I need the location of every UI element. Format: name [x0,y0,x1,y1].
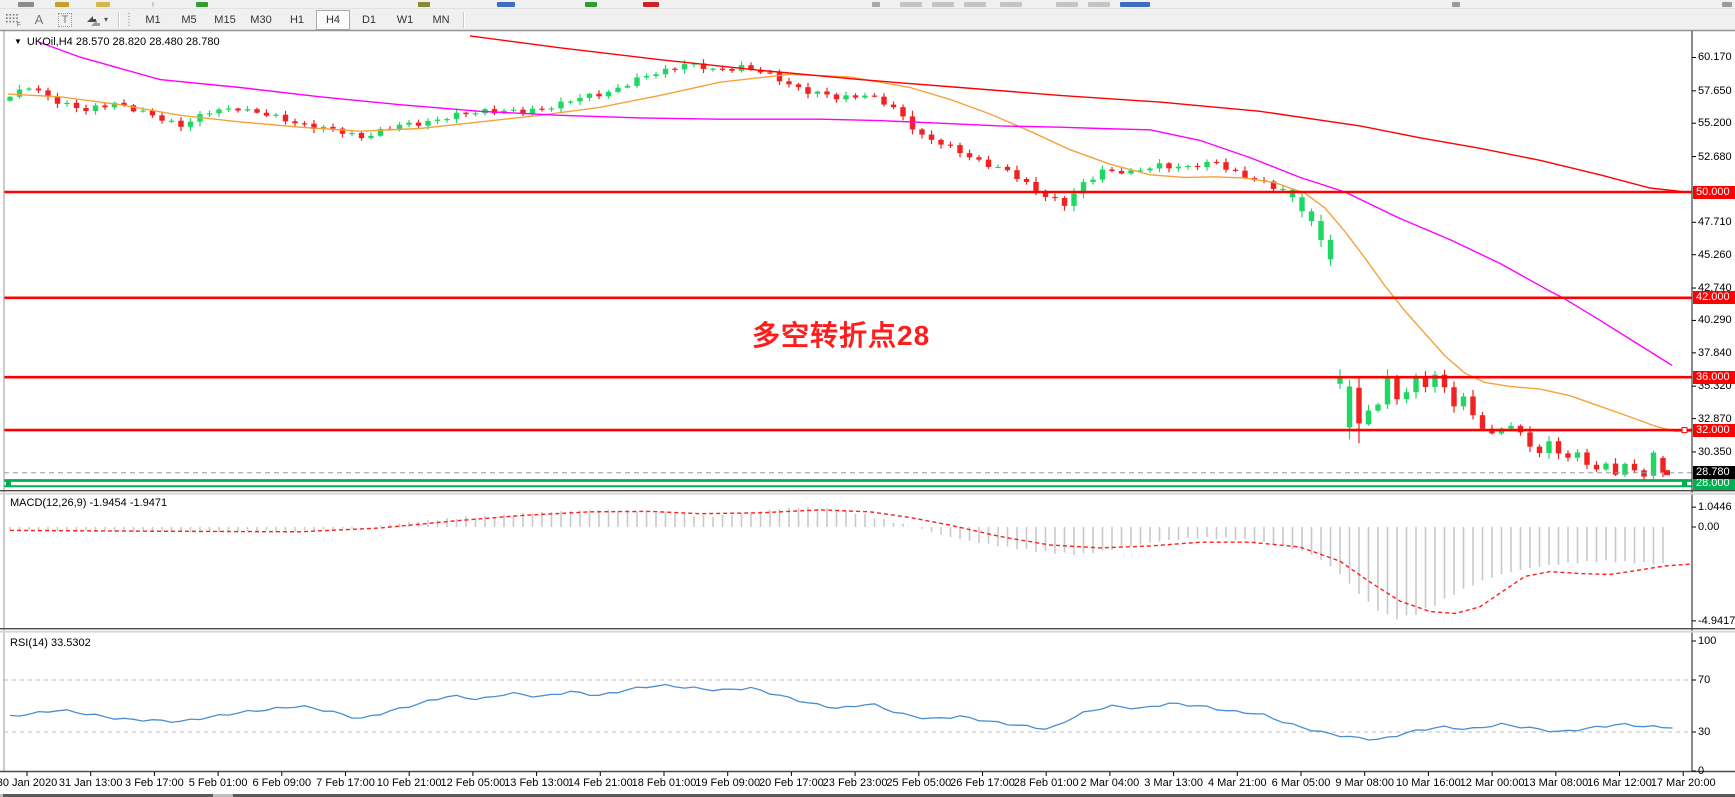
macd-axis-tick[interactable]: 1.0446 [1698,501,1732,513]
cropped-toolbar-icon[interactable] [643,2,659,7]
time-axis-label[interactable]: 7 Feb 17:00 [316,777,375,789]
cropped-toolbar-icon[interactable] [964,2,986,7]
time-axis-label[interactable]: 26 Feb 17:00 [950,777,1015,789]
rsi-axis-tick[interactable]: 30 [1698,726,1711,738]
time-axis-label[interactable]: 3 Feb 17:00 [125,777,184,789]
cropped-toolbar-icon[interactable] [18,2,34,7]
macd-axis-tick[interactable]: -4.9417 [1698,615,1735,627]
time-axis-label[interactable]: 13 Mar 08:00 [1523,777,1589,789]
price-axis-tick[interactable]: 57.650 [1698,85,1732,97]
cropped-toolbar-icon[interactable] [1056,2,1078,7]
price-axis-tick[interactable]: 60.170 [1698,51,1732,63]
upper-toolbar-cropped [0,0,1735,9]
price-axis-tick[interactable]: 55.200 [1698,117,1732,129]
text-a-icon[interactable]: A [34,12,44,27]
chart-title: ▼ UKOil,H4 28.570 28.820 28.480 28.780 [14,36,220,48]
time-axis-label[interactable]: 28 Feb 01:00 [1013,777,1079,789]
time-axis-label[interactable]: 12 Mar 00:00 [1459,777,1525,789]
time-axis-label[interactable]: 4 Mar 21:00 [1207,777,1267,789]
timeframe-button-w1[interactable]: W1 [396,13,414,26]
cropped-toolbar-icon[interactable] [1452,2,1460,7]
crosshair-grid-icon[interactable]: F [1,11,25,28]
price-level-badge: 42.000 [1693,291,1735,304]
price-level-badge: 36.000 [1693,371,1735,384]
time-axis-label[interactable]: 18 Feb 01:00 [631,777,697,789]
time-axis-label[interactable]: 3 Mar 13:00 [1144,777,1203,789]
macd-axis-tick[interactable]: 0.00 [1698,521,1720,533]
cropped-toolbar-icon[interactable] [585,2,597,7]
cropped-toolbar-icon[interactable] [1722,2,1732,7]
price-axis-tick[interactable]: 32.870 [1698,413,1732,425]
price-axis-tick[interactable]: 37.840 [1698,347,1732,359]
time-axis-label[interactable]: 6 Feb 09:00 [252,777,312,789]
time-axis-label[interactable]: 12 Feb 05:00 [440,777,506,789]
arrows-tool-icon[interactable]: ▾ [79,11,113,28]
window-edge-segment [3,794,213,797]
cropped-toolbar-icon[interactable] [1120,2,1150,7]
cropped-toolbar-icon[interactable] [1000,2,1022,7]
timeframe-button-m30[interactable]: M30 [250,13,272,26]
macd-label: MACD(12,26,9) -1.9454 -1.9471 [10,497,168,509]
rsi-label: RSI(14) 33.5302 [10,637,91,649]
time-axis-label[interactable]: 30 Jan 2020 [0,777,58,789]
time-axis-label[interactable]: 6 Mar 05:00 [1271,777,1331,789]
cropped-toolbar-icon[interactable] [900,2,922,7]
time-axis-label[interactable]: 19 Feb 09:00 [695,777,761,789]
cropped-toolbar-icon[interactable] [55,2,69,7]
time-axis-label[interactable]: 5 Feb 01:00 [188,777,248,789]
timeframe-button-m15[interactable]: M15 [214,13,236,26]
time-axis-label[interactable]: 23 Feb 23:00 [822,777,888,789]
svg-text:F: F [17,22,21,27]
cropped-toolbar-icon[interactable] [1088,2,1110,7]
time-axis-label[interactable]: 25 Feb 05:00 [886,777,952,789]
time-axis-label[interactable]: 10 Feb 21:00 [376,777,442,789]
chart-dropdown-triangle-icon[interactable]: ▼ [14,37,22,46]
cropped-toolbar-icon[interactable] [418,2,430,7]
cropped-toolbar-icon[interactable] [932,2,954,7]
price-axis-tick[interactable]: 47.710 [1698,216,1732,228]
time-axis-label[interactable]: 14 Feb 21:00 [567,777,633,789]
price-axis-tick[interactable]: 52.680 [1698,151,1732,163]
cropped-toolbar-icon[interactable] [497,2,515,7]
cropped-toolbar-icon[interactable] [872,2,880,7]
timeframe-button-mn[interactable]: MN [432,13,450,26]
cropped-toolbar-icon[interactable] [196,2,208,7]
toolbar-grip[interactable] [127,11,132,28]
toolbar-separator-end [463,11,465,28]
time-axis-label[interactable]: 16 Mar 12:00 [1587,777,1652,789]
time-axis-label[interactable]: 10 Mar 16:00 [1395,777,1461,789]
time-axis-label[interactable]: 13 Feb 13:00 [504,777,570,789]
cropped-toolbar-icon[interactable] [96,2,110,7]
text-box-icon[interactable]: T [53,11,77,28]
timeframe-button-m5[interactable]: M5 [181,13,197,26]
price-level-badge: 28.000 [1693,477,1735,490]
chart-annotation-text[interactable]: 多空转折点28 [752,320,931,351]
price-axis-tick[interactable]: 45.260 [1698,249,1732,261]
toolbar-separator [118,11,120,28]
time-axis-label[interactable]: 9 Mar 08:00 [1335,777,1395,789]
time-axis-label[interactable]: 2 Mar 04:00 [1080,777,1140,789]
rsi-axis-tick[interactable]: 70 [1698,674,1711,686]
timeframe-button-h4[interactable]: H4 [316,9,350,30]
current-price-badge: 28.780 [1693,466,1735,479]
price-level-badge: 32.000 [1693,424,1735,437]
cropped-toolbar-icon[interactable] [152,2,154,7]
timeframe-toolbar: F A T ▾ M1 M5 M15 M30 H1 H4 D1 W1 MN [0,9,1735,30]
rsi-axis-tick[interactable]: 0 [1698,765,1705,777]
rsi-axis-tick[interactable]: 100 [1698,635,1717,647]
time-axis-label[interactable]: 17 Mar 20:00 [1650,777,1716,789]
price-axis-tick[interactable]: 40.290 [1698,314,1732,326]
time-axis-label[interactable]: 31 Jan 13:00 [58,777,123,789]
window-edge-segment [233,794,1735,797]
window-bottom-edge [0,794,1735,797]
price-level-badge: 50.000 [1693,186,1735,199]
timeframe-button-m1[interactable]: M1 [145,13,161,26]
timeframe-button-h1[interactable]: H1 [289,13,305,26]
timeframe-button-d1[interactable]: D1 [361,13,377,26]
time-axis-label[interactable]: 20 Feb 17:00 [758,777,824,789]
caret-down-icon: ▾ [103,15,108,24]
price-axis-tick[interactable]: 30.350 [1698,446,1732,458]
